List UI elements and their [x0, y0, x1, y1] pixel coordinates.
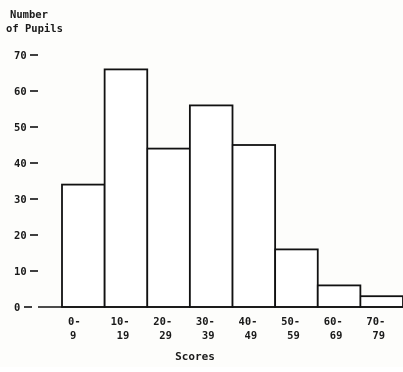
x-tick-label-top-1: 10- [111, 316, 130, 328]
bar-30-39 [188, 104, 234, 308]
x-axis-title: Scores [175, 350, 215, 363]
x-tick-label-top-4: 40- [239, 316, 258, 328]
y-tick-label-40: 40 [14, 158, 27, 170]
x-tick-label-bottom-6: 69 [330, 330, 343, 342]
bar-10-19 [103, 68, 149, 308]
y-axis-ticks: 0 10 20 30 40 50 60 70 [14, 50, 38, 314]
y-tick-label-20: 20 [14, 230, 27, 242]
x-tick-label-bottom-5: 59 [287, 330, 300, 342]
x-tick-label-bottom-1: 19 [117, 330, 130, 342]
y-axis-title-line-2: of Pupils [6, 23, 63, 35]
x-tick-label-top-0: 0- [68, 316, 81, 328]
x-tick-label-bottom-0: 9 [70, 330, 76, 342]
bar-0-9 [61, 183, 106, 308]
bar-70-79 [359, 295, 403, 308]
x-tick-label-top-6: 60- [324, 316, 343, 328]
x-tick-label-bottom-7: 79 [372, 330, 385, 342]
x-axis-ticks: 0- 9 10- 19 20- 29 30- 39 40- 49 50- 59 60- 69 70- 79 [68, 316, 385, 342]
y-tick-label-30: 30 [14, 194, 27, 206]
y-axis-title: Number of Pupils [6, 9, 63, 35]
y-tick-label-0: 0 [14, 302, 20, 314]
x-tick-label-bottom-3: 39 [202, 330, 215, 342]
bar-20-29 [146, 147, 191, 308]
y-axis-title-line-1: Number [10, 9, 48, 21]
y-tick-label-70: 70 [14, 50, 27, 62]
y-tick-label-50: 50 [14, 122, 27, 134]
y-tick-label-10: 10 [14, 266, 27, 278]
x-tick-label-top-2: 20- [153, 316, 172, 328]
x-tick-label-bottom-4: 49 [245, 330, 258, 342]
x-tick-label-top-3: 30- [196, 316, 215, 328]
bar-50-59 [274, 248, 319, 308]
x-tick-label-top-7: 70- [366, 316, 385, 328]
x-tick-label-bottom-2: 29 [159, 330, 172, 342]
bar-60-69 [316, 284, 362, 308]
y-tick-label-60: 60 [14, 86, 27, 98]
bar-40-49 [231, 144, 277, 308]
bars [61, 68, 403, 308]
x-tick-label-top-5: 50- [281, 316, 300, 328]
